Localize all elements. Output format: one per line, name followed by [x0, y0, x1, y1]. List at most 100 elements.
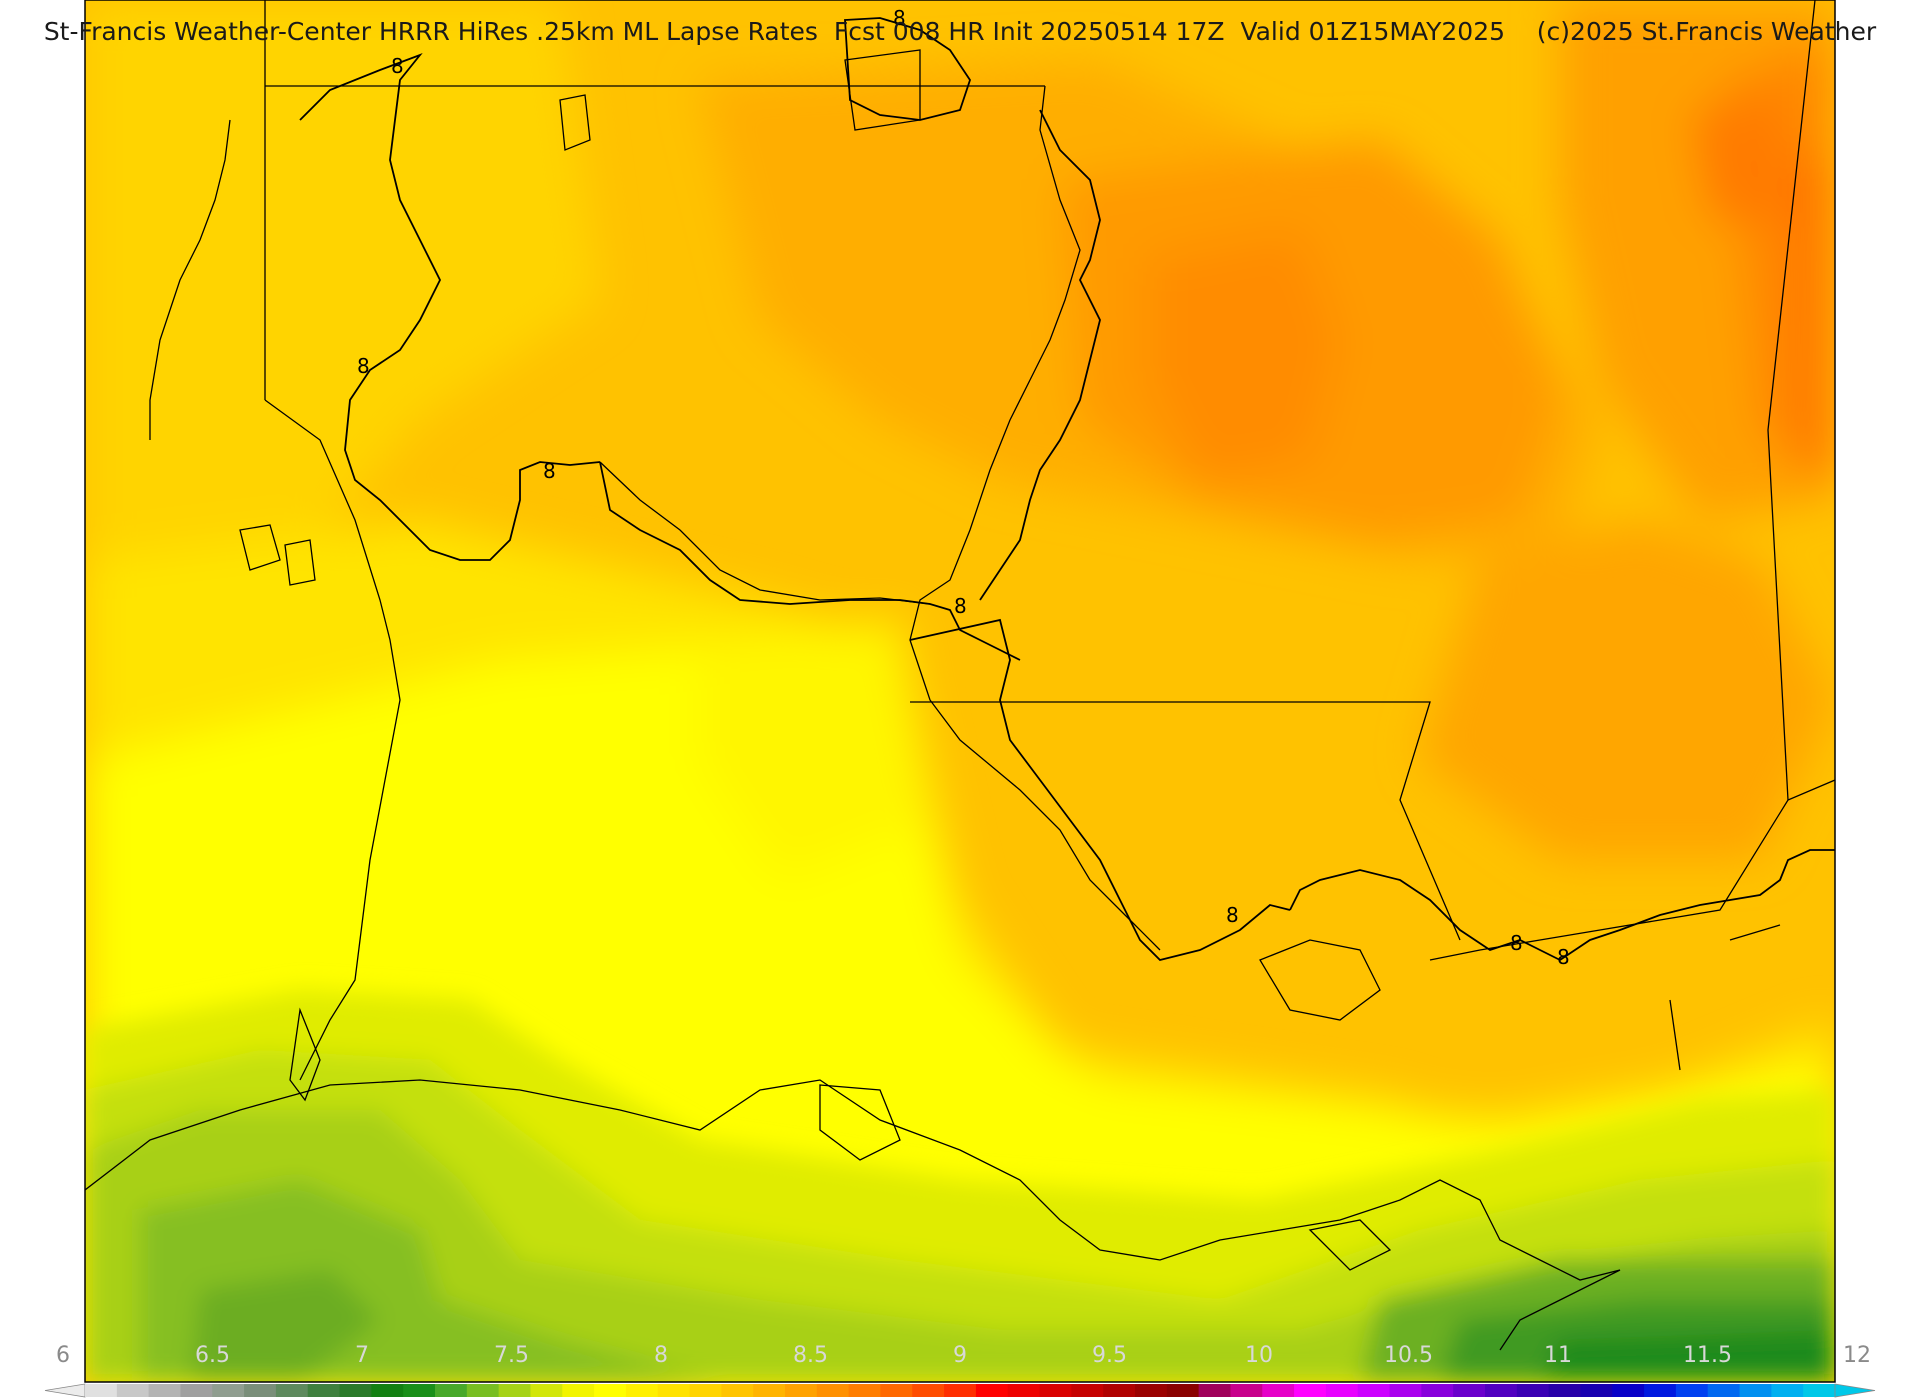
colorbar-swatch	[1771, 1384, 1804, 1397]
colorbar	[44, 1383, 1876, 1398]
colorbar-swatch	[466, 1384, 500, 1397]
contour-label: 8	[1510, 931, 1523, 955]
contour-label: 8	[391, 54, 404, 78]
colorbar-swatch	[180, 1384, 213, 1397]
lake-pontchartrain	[1259, 939, 1381, 1021]
contour-label: 8	[1557, 945, 1570, 969]
colorbar-swatch	[562, 1384, 595, 1397]
colorbar-swatch	[1198, 1384, 1231, 1397]
contour-8	[299, 17, 1835, 961]
colorbar-swatch	[1262, 1384, 1295, 1397]
coastline	[85, 1079, 1621, 1351]
colorbar-swatch	[1803, 1384, 1836, 1397]
colorbar-swatch	[1548, 1384, 1581, 1397]
colorbar-tick-label: 9.5	[1092, 1343, 1127, 1368]
colorbar-swatch	[785, 1384, 818, 1397]
colorbar-swatch	[975, 1384, 1009, 1397]
colorbar-swatch	[1325, 1384, 1359, 1397]
texas-red-river-west	[149, 119, 231, 440]
colorbar-tick-label: 7	[355, 1343, 369, 1368]
colorbar-swatch	[1707, 1384, 1741, 1397]
lake-outline-2	[284, 539, 316, 586]
colorbar-swatch	[1421, 1384, 1454, 1397]
colorbar-swatch	[1580, 1384, 1613, 1397]
colorbar-swatch	[848, 1384, 881, 1397]
colorbar-swatch	[498, 1384, 531, 1397]
colorbar-swatch	[657, 1384, 691, 1397]
colorbar-swatch	[1103, 1384, 1136, 1397]
colorbar-swatch	[625, 1384, 659, 1397]
colorbar-swatch	[1166, 1384, 1200, 1397]
colorbar-min-arrow	[44, 1383, 86, 1398]
colorbar-swatch	[148, 1384, 181, 1397]
red-river	[599, 461, 931, 605]
colorbar-swatch	[307, 1384, 341, 1397]
colorbar-swatch	[1294, 1384, 1327, 1397]
colorbar-swatch	[1485, 1384, 1518, 1397]
colorbar-swatch	[1389, 1384, 1422, 1397]
colorbar-swatch	[816, 1384, 850, 1397]
lake-outline-1	[239, 524, 281, 571]
colorbar-swatch	[1453, 1384, 1486, 1397]
map-title: St-Francis Weather-Center HRRR HiRes .25…	[43, 17, 1877, 46]
barrier-islands	[1669, 924, 1781, 1071]
colorbar-swatch	[944, 1384, 977, 1397]
contour-labels: 8 8 8 8 8 8 8 8	[357, 6, 1570, 969]
colorbar-tick-label: 11	[1544, 1343, 1572, 1368]
colorbar-tick-label: 10	[1245, 1343, 1273, 1368]
colorbar-swatch	[880, 1384, 913, 1397]
plot-frame	[84, 0, 1836, 1383]
sabine-lake-outline	[289, 1007, 321, 1102]
bay-outline-1	[1308, 1219, 1392, 1271]
colorbar-swatch	[1644, 1384, 1677, 1397]
colorbar-tick-label: 7.5	[494, 1343, 529, 1368]
colorbar-swatch	[371, 1384, 404, 1397]
colorbar-tick-label: 6.5	[195, 1343, 230, 1368]
colorbar-tick-label: 8	[654, 1343, 668, 1368]
mississippi-coast	[1429, 779, 1835, 961]
contour-label: 8	[1226, 903, 1239, 927]
lapse-rate-field	[85, 0, 1835, 1382]
colorbar-swatch	[435, 1384, 468, 1397]
colorbar-swatch	[244, 1384, 277, 1397]
colorbar-swatch	[721, 1384, 754, 1397]
colorbar-swatch	[85, 1384, 118, 1397]
contour-label: 8	[357, 354, 370, 378]
mississippi-alabama-line	[1767, 0, 1816, 801]
colorbar-swatch	[689, 1384, 722, 1397]
mississippi-river	[909, 85, 1161, 951]
colorbar-swatch	[275, 1384, 309, 1397]
colorbar-swatch	[212, 1384, 245, 1397]
colorbar-tick-label: 9	[953, 1343, 967, 1368]
colorbar-swatch	[1039, 1384, 1072, 1397]
colorbar-tick-label: 10.5	[1384, 1343, 1433, 1368]
texas-louisiana-river	[264, 399, 401, 1081]
colorbar-swatch	[912, 1384, 945, 1397]
colorbar-tick-label: 8.5	[793, 1343, 828, 1368]
colorbar-swatch	[1230, 1384, 1263, 1397]
colorbar-swatch	[1357, 1384, 1391, 1397]
colorbar-swatch	[1007, 1384, 1041, 1397]
contour-label: 8	[954, 594, 967, 618]
colorbar-swatch	[1516, 1384, 1550, 1397]
state-boundaries	[85, 0, 1835, 1351]
colorbar-max-arrow	[1834, 1383, 1876, 1398]
contour-label: 8	[543, 459, 556, 483]
lake-outline-3	[559, 94, 591, 151]
colorbar-tick-label: 12	[1843, 1343, 1871, 1368]
colorbar-swatch	[1675, 1384, 1709, 1397]
colorbar-swatch	[1739, 1384, 1772, 1397]
colorbar-swatch	[594, 1384, 627, 1397]
colorbar-swatch	[1135, 1384, 1168, 1397]
colorbar-swatch	[1071, 1384, 1104, 1397]
colorbar-swatch	[530, 1384, 563, 1397]
contour-label: 8	[893, 6, 906, 30]
colorbar-tick-label: 6	[56, 1343, 70, 1368]
colorbar-swatch	[339, 1384, 372, 1397]
mississippi-louisiana-line	[910, 701, 1461, 941]
colorbar-tick-label: 11.5	[1683, 1343, 1732, 1368]
colorbar-swatch	[403, 1384, 436, 1397]
colorbar-swatch	[1612, 1384, 1645, 1397]
colorbar-swatch	[116, 1384, 150, 1397]
